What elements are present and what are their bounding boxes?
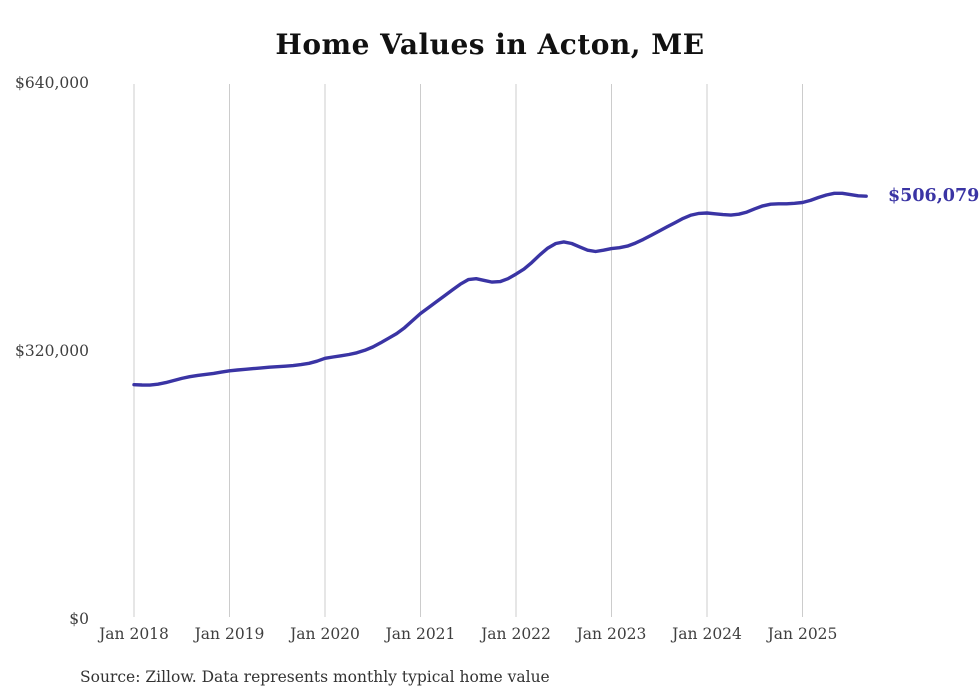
x-axis-tick-label: Jan 2025 bbox=[767, 625, 838, 643]
x-axis-tick-label: Jan 2022 bbox=[481, 625, 551, 643]
x-axis-tick-label: Jan 2023 bbox=[576, 625, 647, 643]
y-axis-tick-label: $0 bbox=[69, 610, 89, 628]
latest-value-label: $506,079 bbox=[888, 186, 980, 206]
x-axis-tick-label: Jan 2024 bbox=[672, 625, 742, 643]
y-axis-tick-label: $640,000 bbox=[15, 74, 89, 92]
y-axis-tick-label: $320,000 bbox=[15, 342, 89, 360]
chart-title: Home Values in Acton, ME bbox=[275, 28, 705, 61]
x-axis-tick-label: Jan 2020 bbox=[290, 625, 360, 643]
x-axis-tick-label: Jan 2019 bbox=[194, 625, 265, 643]
source-note: Source: Zillow. Data represents monthly … bbox=[80, 668, 550, 686]
x-axis-tick-label: Jan 2018 bbox=[99, 625, 169, 643]
home-value-line-series bbox=[132, 191, 868, 387]
x-axis-tick-label: Jan 2021 bbox=[385, 625, 456, 643]
